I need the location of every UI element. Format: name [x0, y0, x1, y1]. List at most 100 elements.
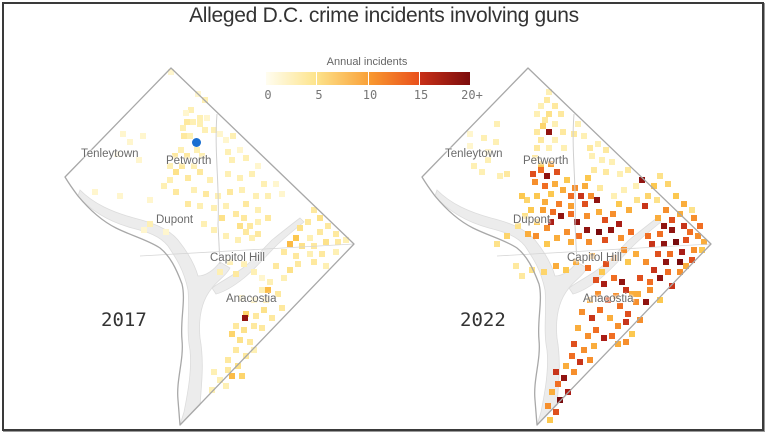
legend-segment-5-10 — [317, 72, 369, 85]
heatmap-cell — [532, 155, 538, 161]
heatmap-cell — [637, 317, 643, 323]
heatmap-cell — [168, 69, 174, 75]
dc-boundary-2022 — [421, 67, 712, 426]
heatmap-cell — [677, 259, 683, 265]
heatmap-cell — [619, 279, 625, 285]
heatmap-cell — [479, 169, 485, 175]
heatmap-cell — [601, 335, 607, 341]
heatmap-cell — [689, 257, 695, 263]
heatmap-cell — [120, 131, 126, 137]
heatmap-cell — [617, 171, 623, 177]
heatmap-cell — [669, 283, 675, 289]
heatmap-cell — [534, 129, 540, 135]
heatmap-cell — [581, 133, 587, 139]
heatmap-cell — [293, 235, 299, 241]
heatmap-cell — [167, 177, 173, 183]
heatmap-cell — [255, 207, 261, 213]
heatmap-cell — [533, 233, 539, 239]
heatmap-cell — [589, 253, 595, 259]
heatmap-cell — [494, 241, 500, 247]
heatmap-cell — [657, 297, 663, 303]
heatmap-cell — [633, 299, 639, 305]
heatmap-cell — [621, 187, 627, 193]
heatmap-cell — [242, 315, 248, 321]
heatmap-cell — [197, 115, 203, 121]
heatmap-cell — [249, 171, 255, 177]
heatmap-cell — [645, 233, 651, 239]
heatmap-cell — [593, 277, 599, 283]
heatmap-cell — [243, 201, 249, 207]
heatmap-cell — [519, 193, 525, 199]
heatmap-cell — [287, 267, 293, 273]
heatmap-cell — [544, 241, 550, 247]
heatmap-cell — [515, 223, 521, 229]
heatmap-cell — [544, 97, 550, 103]
heatmap-cell — [485, 157, 491, 163]
heatmap-cell — [560, 187, 566, 193]
heatmap-cell — [181, 133, 187, 139]
heatmap-cell — [596, 209, 602, 215]
dc-boundary-2017 — [64, 67, 355, 426]
heatmap-cell — [541, 269, 547, 275]
heatmap-cell — [237, 147, 243, 153]
heatmap-cell — [573, 259, 579, 265]
heatmap-cell — [255, 231, 261, 237]
heatmap-cell — [544, 225, 550, 231]
heatmap-cell — [233, 323, 239, 329]
heatmap-cell — [223, 233, 229, 239]
label-petworth-2022: Petworth — [523, 155, 569, 167]
heatmap-cell — [579, 309, 585, 315]
heatmap-cell — [273, 181, 279, 187]
heatmap-cell — [594, 197, 600, 203]
heatmap-cell — [669, 227, 675, 233]
heatmap-cell — [542, 117, 548, 123]
heatmap-cell — [687, 229, 693, 235]
heatmap-cell — [227, 189, 233, 195]
heatmap-cell — [534, 111, 540, 117]
heatmap-cell — [519, 273, 525, 279]
heatmap-cell — [534, 219, 540, 225]
heatmap-cell — [217, 377, 223, 383]
heatmap-cell — [635, 291, 641, 297]
heatmap-cell — [513, 263, 519, 269]
heatmap-cell — [615, 341, 621, 347]
heatmap-cell — [117, 193, 123, 199]
heatmap-cell — [297, 225, 303, 231]
heatmap-cell — [173, 189, 179, 195]
heatmap-cell — [546, 129, 552, 135]
heatmap-cell — [633, 183, 639, 189]
heatmap-cell — [317, 229, 323, 235]
heatmap-cell — [295, 261, 301, 267]
heatmap-cell — [552, 181, 558, 187]
heatmap-cell — [555, 381, 561, 387]
heatmap-cell — [545, 403, 551, 409]
heatmap-cell — [587, 357, 593, 363]
heatmap-cell — [217, 269, 223, 275]
heatmap-cell — [647, 287, 653, 293]
heatmap-cell — [626, 207, 632, 213]
heatmap-cell — [259, 275, 265, 281]
heatmap-cell — [611, 193, 617, 199]
heatmap-cell — [259, 287, 265, 293]
heatmap-cell — [560, 129, 566, 135]
heatmap-cell — [548, 161, 554, 167]
heatmap-cell — [467, 131, 473, 137]
legend-segment-15-20 — [419, 72, 470, 85]
heatmap-cell — [239, 295, 245, 301]
heatmap-cell — [589, 153, 595, 159]
heatmap-cell — [172, 153, 178, 159]
heatmap-cell — [197, 121, 203, 127]
heatmap-cell — [202, 127, 208, 133]
heatmap-cell — [552, 121, 558, 127]
heatmap-cell — [251, 347, 257, 353]
heatmap-cell — [651, 183, 657, 189]
legend-tick-20-plus: 20+ — [461, 88, 483, 102]
heatmap-cell — [211, 227, 217, 233]
heatmap-cell — [593, 327, 599, 333]
heatmap-cell — [293, 253, 299, 259]
heatmap-cell — [637, 275, 643, 281]
heatmap-cell — [178, 147, 184, 153]
heatmap-cell — [657, 231, 663, 237]
heatmap-cell — [243, 155, 249, 161]
